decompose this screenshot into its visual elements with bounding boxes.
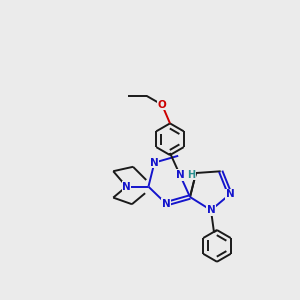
Text: N: N — [150, 158, 159, 168]
Text: N: N — [176, 170, 184, 180]
Text: O: O — [158, 100, 166, 110]
Text: N: N — [122, 182, 131, 192]
Text: N: N — [162, 199, 171, 209]
Text: N: N — [226, 189, 234, 199]
Text: H: H — [187, 170, 195, 180]
Text: N: N — [207, 205, 215, 215]
